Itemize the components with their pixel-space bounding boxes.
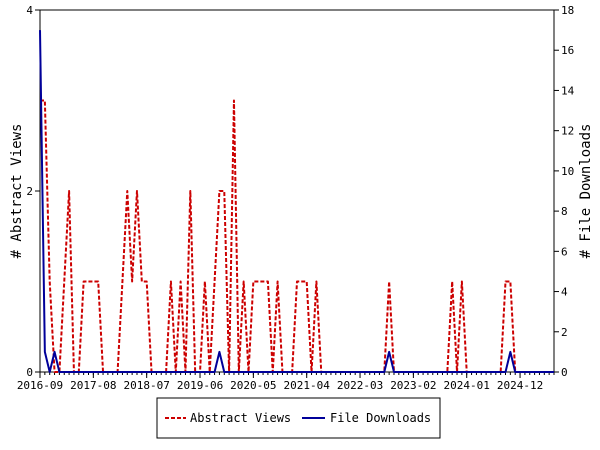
x-tick-label: 2024-01: [444, 379, 490, 392]
series-lines: [39, 30, 554, 373]
x-tick-label: 2018-07: [123, 379, 169, 392]
x-tick-label: 2016-09: [17, 379, 63, 392]
left-y-tick-label: 2: [26, 185, 33, 198]
left-y-axis-title: # Abstract Views: [9, 124, 25, 259]
legend-label-file-downloads: File Downloads: [330, 411, 431, 425]
right-y-tick-label: 0: [561, 366, 568, 379]
x-tick-label: 2017-08: [70, 379, 116, 392]
left-y-tick-label: 4: [26, 4, 33, 17]
legend: Abstract Views File Downloads: [156, 397, 441, 439]
x-axis-tick-labels: 2016-09 2017-08 2018-07 2019-06 2020-05 2021-…: [17, 379, 543, 392]
plot-area: [39, 9, 555, 373]
x-tick-label: 2022-03: [337, 379, 383, 392]
right-y-tick-label: 6: [561, 245, 568, 258]
right-y-tick-label: 18: [561, 4, 574, 17]
right-y-tick-label: 16: [561, 44, 574, 57]
right-y-axis-title: # File Downloads: [578, 124, 594, 259]
right-y-tick-label: 14: [561, 84, 575, 97]
right-y-tick-label: 12: [561, 125, 574, 138]
x-tick-label: 2020-05: [230, 379, 276, 392]
right-y-tick-label: 2: [561, 326, 568, 339]
right-y-tick-label: 4: [561, 286, 568, 299]
right-y-axis: 0 2 4 6 8 10 12 14 16 18: [554, 4, 575, 379]
x-tick-label: 2023-02: [390, 379, 436, 392]
right-y-tick-label: 10: [561, 165, 574, 178]
left-y-axis: 0 2 4: [26, 4, 40, 379]
right-y-tick-label: 8: [561, 205, 568, 218]
x-tick-label: 2024-12: [497, 379, 543, 392]
left-y-tick-label: 0: [26, 366, 33, 379]
x-tick-label: 2019-06: [177, 379, 223, 392]
series-line-file-downloads: [39, 30, 554, 373]
legend-label-abstract-views: Abstract Views: [190, 411, 291, 425]
x-tick-label: 2021-04: [284, 379, 331, 392]
